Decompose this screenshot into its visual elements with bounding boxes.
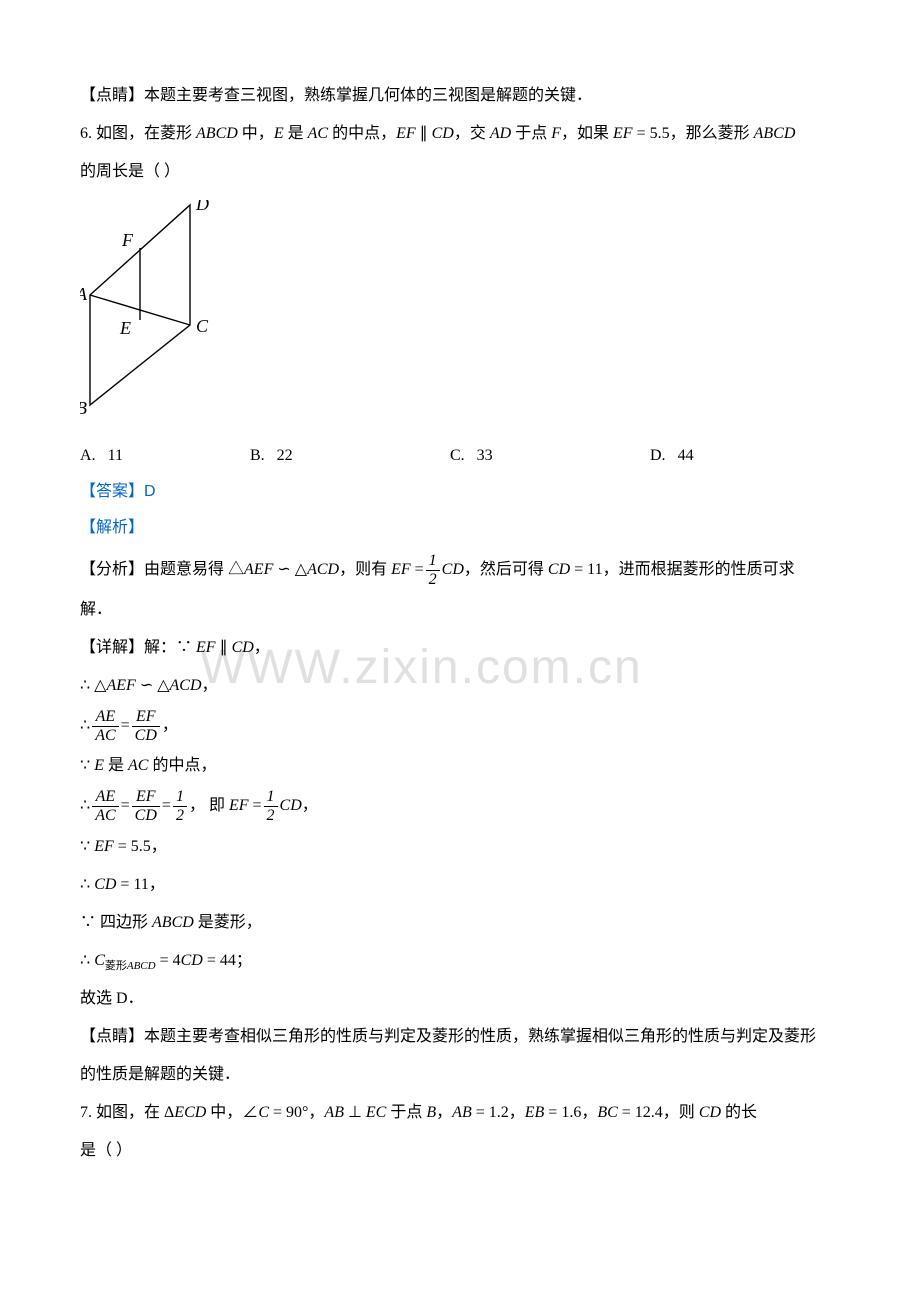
- q6-step7: ∵ 四边形 ABCD 是菱形，: [80, 907, 840, 939]
- q7-stem-line2: 是（ ）: [80, 1135, 840, 1167]
- q6-analysis-label: 【解析】: [80, 512, 840, 544]
- q6-stem-line2: 的周长是（ ）: [80, 156, 840, 188]
- q6-step2: ∴ AEAC = EFCD ，: [80, 708, 840, 744]
- q6-step6: ∴ CD = 11，: [80, 869, 840, 901]
- q6-detail-label: 【详解】解：∵ EF ∥ CD，: [80, 632, 840, 664]
- q6-step1: ∴ △AEF ∽ △ACD，: [80, 670, 840, 702]
- q6-step4: ∴ AEAC = EFCD = 12 ， 即 EF = 12 CD，: [80, 788, 840, 824]
- q6-point-line2: 的性质是解题的关键．: [80, 1059, 840, 1091]
- diagram-label-E: E: [119, 318, 131, 338]
- q6-options: A. 11 B. 22 C. 33 D. 44: [80, 440, 840, 472]
- q6-diagram: A B C D E F: [80, 200, 840, 432]
- q6-step9: 故选 D．: [80, 983, 840, 1015]
- q6-analysis-text-end: 解．: [80, 594, 840, 626]
- diagram-label-C: C: [196, 316, 209, 336]
- q6-answer: 【答案】D: [80, 476, 840, 508]
- diagram-label-F: F: [121, 230, 134, 250]
- diagram-label-A: A: [80, 284, 88, 304]
- q6-option-d: D. 44: [650, 440, 840, 472]
- q7-stem-line1: 7. 如图，在 ΔECD 中，∠C = 90°，AB ⊥ EC 于点 B，AB …: [80, 1097, 840, 1129]
- diagram-label-D: D: [195, 200, 209, 214]
- q6-option-c: C. 33: [450, 440, 650, 472]
- q6-point-line1: 【点睛】本题主要考查相似三角形的性质与判定及菱形的性质，熟练掌握相似三角形的性质…: [80, 1021, 840, 1053]
- q5-point: 【点睛】本题主要考查三视图，熟练掌握几何体的三视图是解题的关键．: [80, 80, 840, 112]
- q6-step5: ∵ EF = 5.5，: [80, 831, 840, 863]
- q6-step8: ∴ C菱形ABCD = 4CD = 44；: [80, 945, 840, 977]
- diagram-label-B: B: [80, 398, 87, 418]
- q6-step3: ∵ E 是 AC 的中点，: [80, 750, 840, 782]
- q6-stem-line1: 6. 如图，在菱形 ABCD 中，E 是 AC 的中点，EF ∥ CD，交 AD…: [80, 118, 840, 150]
- q6-option-a: A. 11: [80, 440, 250, 472]
- q6-option-b: B. 22: [250, 440, 450, 472]
- q6-analysis-text: 【分析】由题意易得 △AEF ∽ △ACD，则有 EF = 12 CD，然后可得…: [80, 552, 840, 588]
